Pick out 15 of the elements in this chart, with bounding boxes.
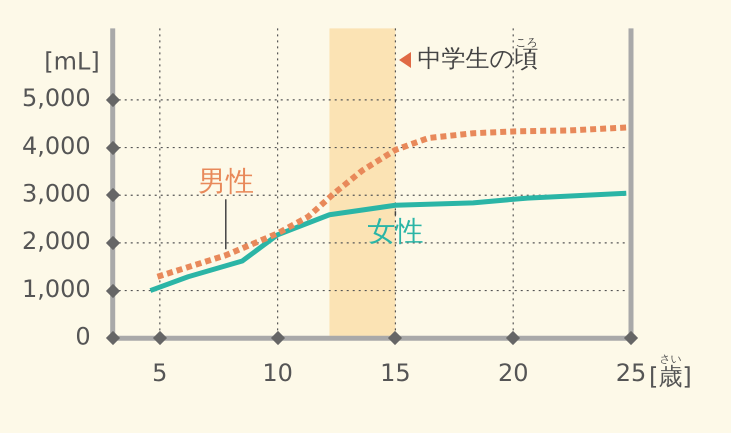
series-label: 女性 [367,214,424,248]
y-tick-label: 3,000 [22,179,91,208]
series-label: 男性 [198,164,254,198]
x-tick-label: 5 [152,358,168,387]
y-tick-label: 4,000 [22,132,91,160]
y-axis-title: [mL] [44,48,100,76]
x-tick-label: 15 [380,358,411,387]
y-tick-label: 5,000 [22,84,91,112]
x-tick-label: 10 [262,358,293,387]
y-tick-label: 1,000 [22,274,91,303]
x-tick-label: 20 [498,358,528,387]
text: さい [659,352,682,366]
x-tick-label: 25 [616,358,646,387]
y-tick-label: 2,000 [22,227,91,256]
y-tick-label: 0 [75,322,91,350]
